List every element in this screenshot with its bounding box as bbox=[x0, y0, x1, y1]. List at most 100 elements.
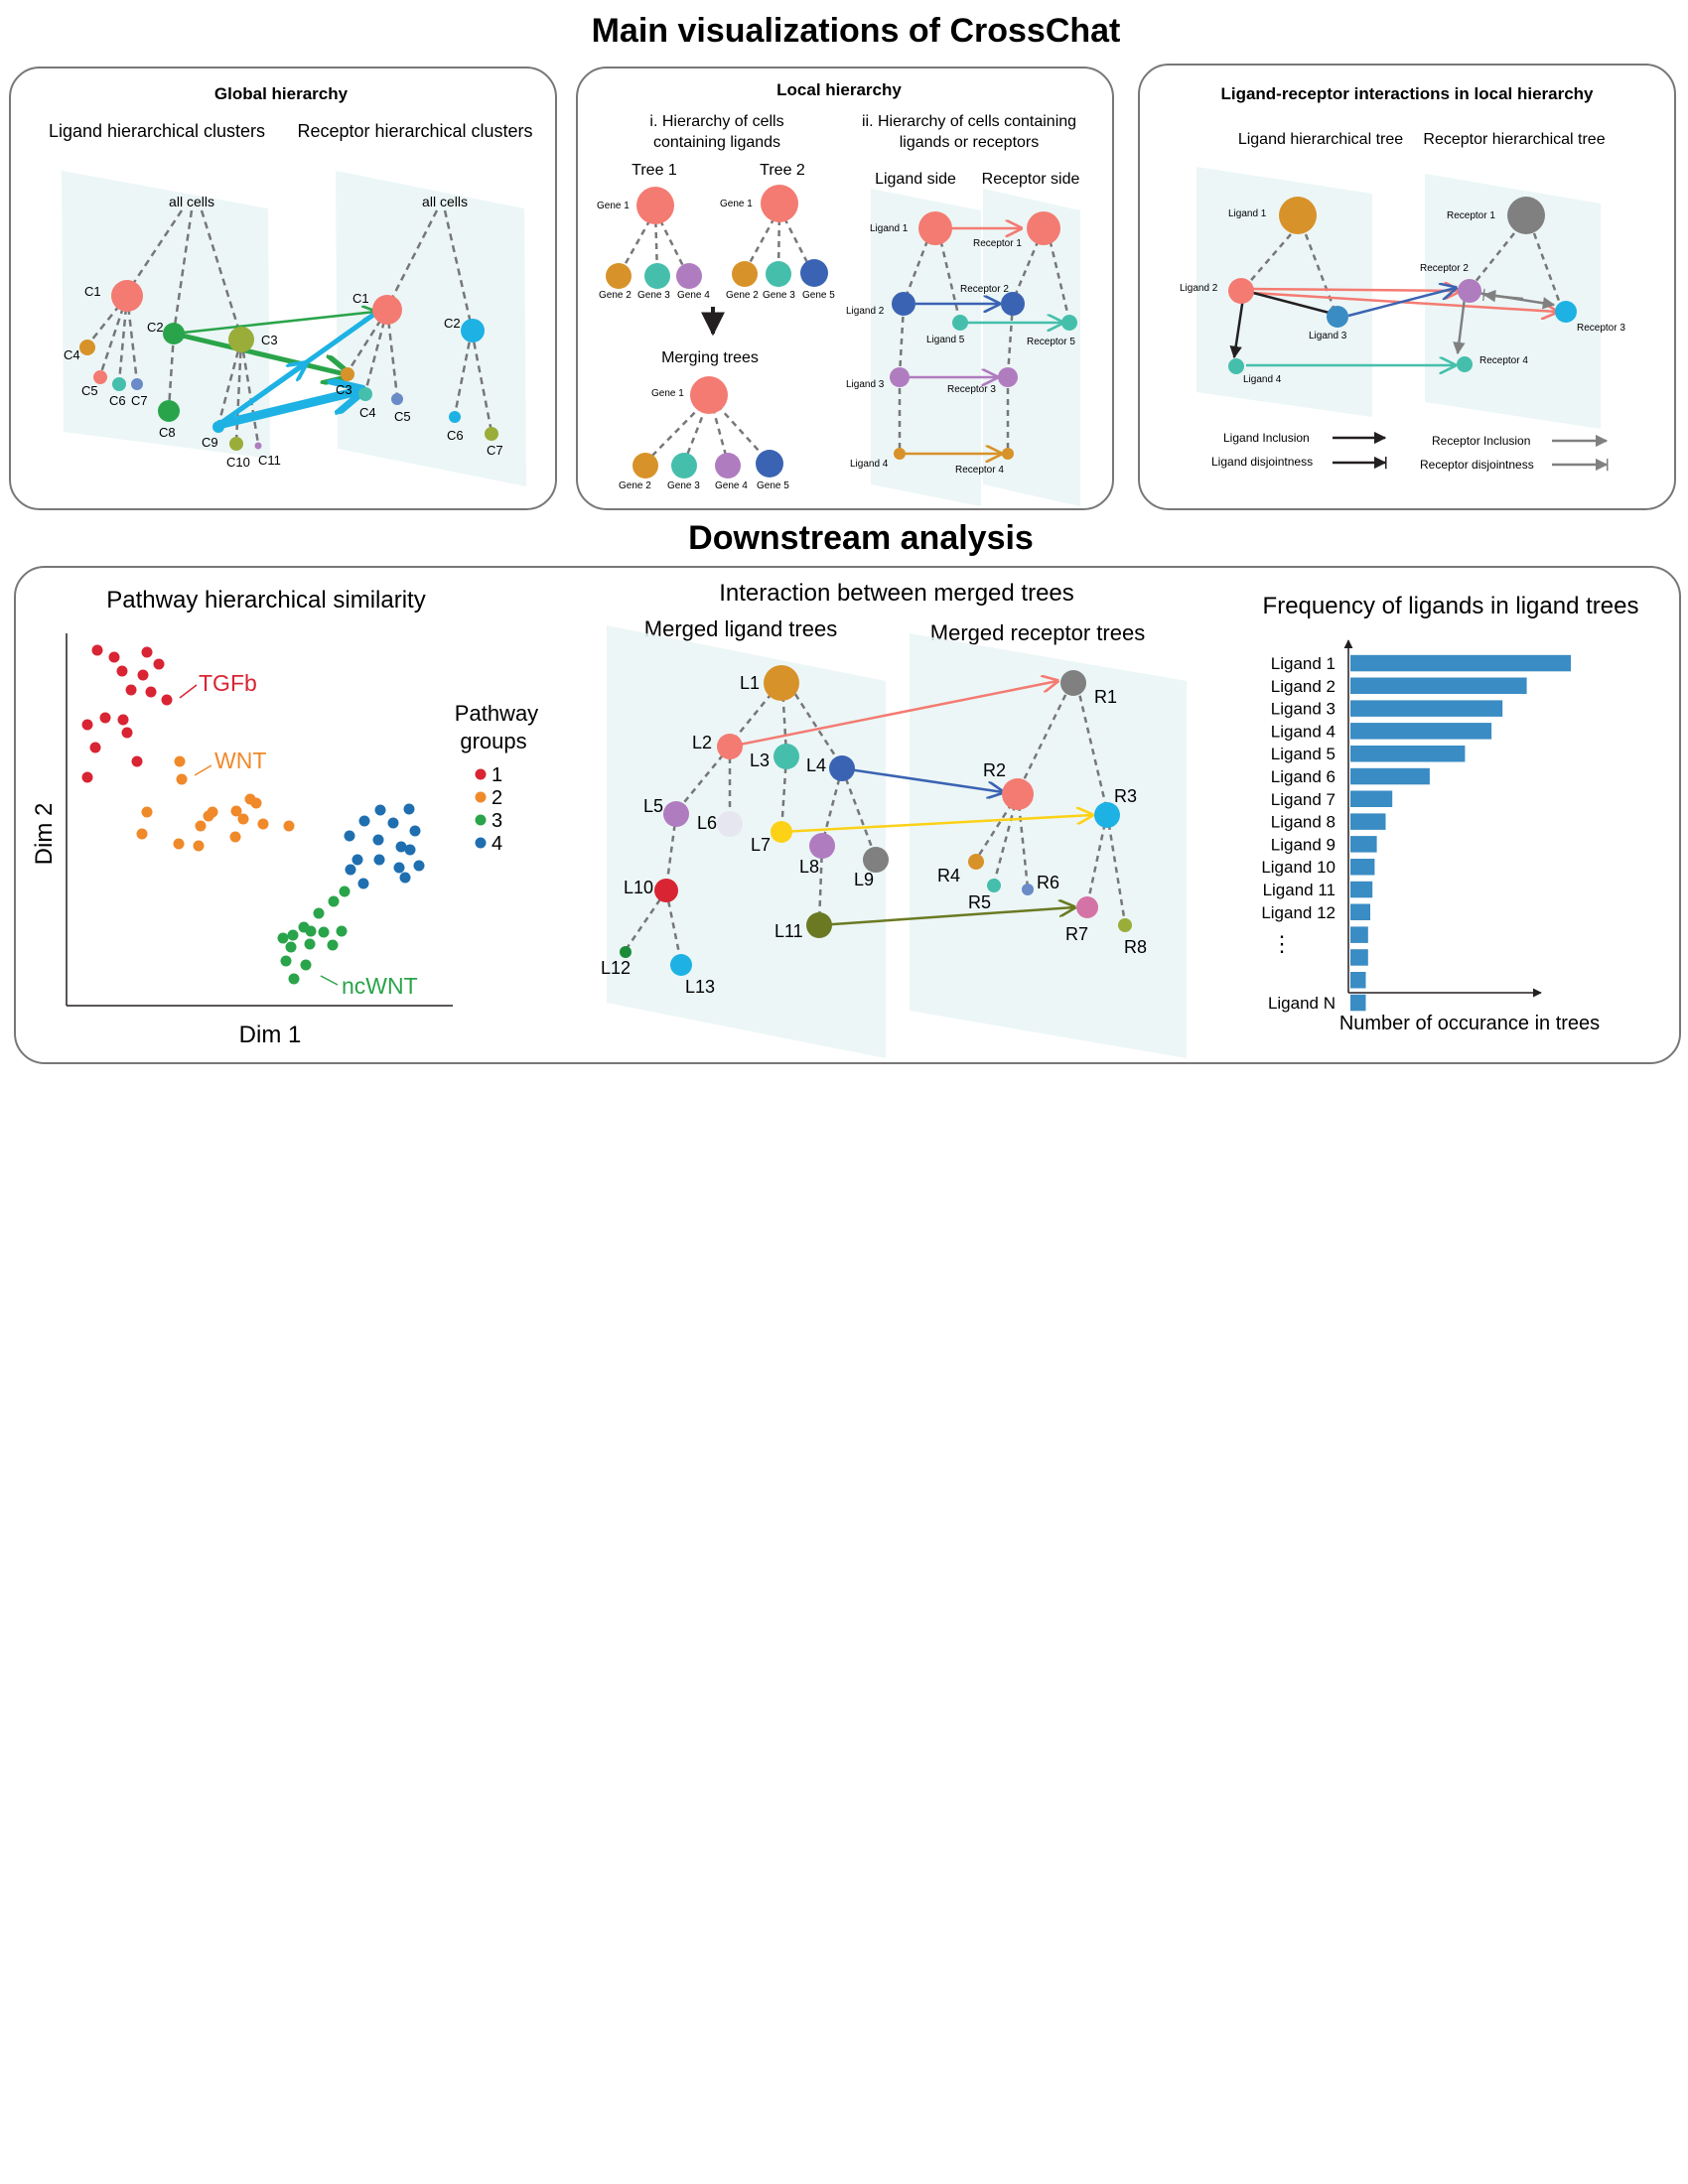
pt bbox=[304, 938, 316, 950]
m-gene3-label: Gene 3 bbox=[667, 480, 700, 491]
global-hierarchy-panel: Global hierarchy Ligand hierarchical clu… bbox=[9, 67, 557, 510]
lr-ligand3-label: Ligand 3 bbox=[1309, 331, 1347, 341]
bar-3 bbox=[1350, 700, 1503, 717]
bar-9 bbox=[1350, 836, 1377, 853]
node-r5 bbox=[987, 879, 1001, 892]
lr-receptor2-label: Receptor 2 bbox=[1420, 263, 1469, 274]
label-lig-c11: C11 bbox=[258, 453, 281, 468]
pt bbox=[357, 878, 369, 889]
legend-label-4: 4 bbox=[492, 833, 502, 855]
node-l12 bbox=[620, 946, 632, 958]
local-receptor3-node bbox=[998, 367, 1018, 387]
node-l1 bbox=[764, 665, 799, 701]
receptor-root-label: all cells bbox=[422, 194, 468, 209]
node-r2 bbox=[1002, 778, 1034, 810]
tick-label-4: Ligand 4 bbox=[1271, 722, 1336, 741]
merged-gene4-node bbox=[715, 453, 741, 478]
pt bbox=[345, 864, 356, 876]
merged-ligand-nodes bbox=[620, 665, 889, 976]
pt bbox=[404, 844, 416, 856]
ligand-root-label: all cells bbox=[169, 194, 214, 209]
label-r1: R1 bbox=[1094, 687, 1117, 707]
bars-group bbox=[1350, 654, 1571, 1012]
lr-receptor2-node bbox=[1458, 279, 1481, 303]
group4-points bbox=[344, 803, 425, 889]
subtitle-ii-line2: ligands or receptors bbox=[900, 134, 1040, 151]
tree1-gene3-node bbox=[644, 263, 670, 289]
merged-title: Interaction between merged trees bbox=[719, 580, 1074, 607]
merged-gene5-node bbox=[756, 450, 783, 478]
local-ligand5-label: Ligand 5 bbox=[926, 335, 965, 345]
lr-receptor3-node bbox=[1555, 301, 1577, 323]
ncwnt-leader bbox=[320, 975, 339, 986]
pathway-xlabel: Dim 1 bbox=[239, 1022, 302, 1048]
lr-ligand4-label: Ligand 4 bbox=[1243, 374, 1282, 385]
node-rec-c5 bbox=[391, 393, 403, 405]
pt bbox=[116, 665, 128, 677]
label-r8: R8 bbox=[1124, 937, 1147, 957]
bar-11 bbox=[1350, 881, 1373, 898]
node-r8 bbox=[1118, 918, 1132, 932]
pt bbox=[409, 825, 421, 837]
tree2-gene1-node bbox=[761, 185, 798, 222]
group1-points bbox=[81, 644, 173, 783]
pt bbox=[358, 815, 370, 827]
tick-labels-group: Ligand 1 Ligand 2 Ligand 3 Ligand 4 Ligand 5… bbox=[1261, 654, 1336, 1013]
local-ligand4-node bbox=[894, 448, 906, 460]
ligand-tree-label: Ligand hierarchical tree bbox=[1238, 131, 1403, 148]
merged-receptor-label: Merged receptor trees bbox=[930, 620, 1145, 645]
node-l10 bbox=[654, 879, 678, 902]
pt bbox=[161, 694, 173, 706]
node-l6 bbox=[717, 811, 743, 837]
label-r6: R6 bbox=[1037, 873, 1059, 892]
tree2-gene3-node bbox=[766, 261, 791, 287]
node-lig-c1 bbox=[111, 280, 143, 312]
pt bbox=[195, 820, 207, 832]
pt bbox=[137, 669, 149, 681]
merged-ligand-plane bbox=[607, 625, 886, 1058]
downstream-frame bbox=[14, 566, 1681, 1064]
label-rec-c1: C1 bbox=[352, 291, 369, 306]
wnt-annotation: WNT bbox=[214, 748, 266, 773]
pt bbox=[285, 941, 297, 953]
bar-10 bbox=[1350, 859, 1375, 876]
merged-receptor-nodes bbox=[968, 670, 1132, 932]
local-hierarchy-panel: Local hierarchy i. Hierarchy of cells co… bbox=[576, 67, 1114, 510]
pt bbox=[336, 925, 348, 937]
label-r7: R7 bbox=[1065, 924, 1088, 944]
lr-receptor1-node bbox=[1507, 197, 1545, 234]
label-r3: R3 bbox=[1114, 786, 1137, 806]
lr-receptor4-label: Receptor 4 bbox=[1479, 355, 1528, 366]
label-lig-c1: C1 bbox=[84, 284, 101, 299]
label-lig-c4: C4 bbox=[64, 347, 80, 362]
pt bbox=[230, 805, 242, 817]
pt bbox=[288, 973, 300, 985]
pt bbox=[352, 854, 363, 866]
local-ligand4-label: Ligand 4 bbox=[850, 459, 889, 470]
lr-node-labels: Ligand 1 Ligand 2 Ligand 3 Ligand 4 Rece… bbox=[1180, 208, 1625, 385]
pt bbox=[99, 712, 111, 724]
label-l8: L8 bbox=[799, 857, 819, 877]
t2-gene3-label: Gene 3 bbox=[763, 290, 795, 301]
node-lig-c11 bbox=[254, 442, 262, 450]
merged-receptor-labels: R1 R2 R3 R4 R5 R6 R7 R8 bbox=[937, 687, 1147, 957]
lr-receptor1-label: Receptor 1 bbox=[1447, 210, 1495, 221]
node-r7 bbox=[1076, 896, 1098, 918]
pt bbox=[257, 818, 269, 830]
pt bbox=[141, 806, 153, 818]
pathway-legend: Pathway groups 1 2 3 4 bbox=[455, 701, 538, 855]
global-interaction-arrows bbox=[173, 308, 385, 430]
pt bbox=[393, 862, 405, 874]
tick-label-8: Ligand 8 bbox=[1271, 813, 1336, 832]
legend-ligand-disjointness: Ligand disjointness bbox=[1211, 455, 1313, 469]
pt bbox=[141, 646, 153, 658]
pt bbox=[305, 925, 317, 937]
node-lig-c4 bbox=[79, 340, 95, 355]
node-l3 bbox=[774, 744, 799, 769]
subtitle-i-line2: containing ligands bbox=[653, 134, 780, 151]
ligand-clusters-label: Ligand hierarchical clusters bbox=[49, 121, 265, 141]
label-lig-c7: C7 bbox=[131, 393, 148, 408]
pt bbox=[413, 860, 425, 872]
pt bbox=[81, 771, 93, 783]
node-lig-c8 bbox=[158, 400, 180, 422]
